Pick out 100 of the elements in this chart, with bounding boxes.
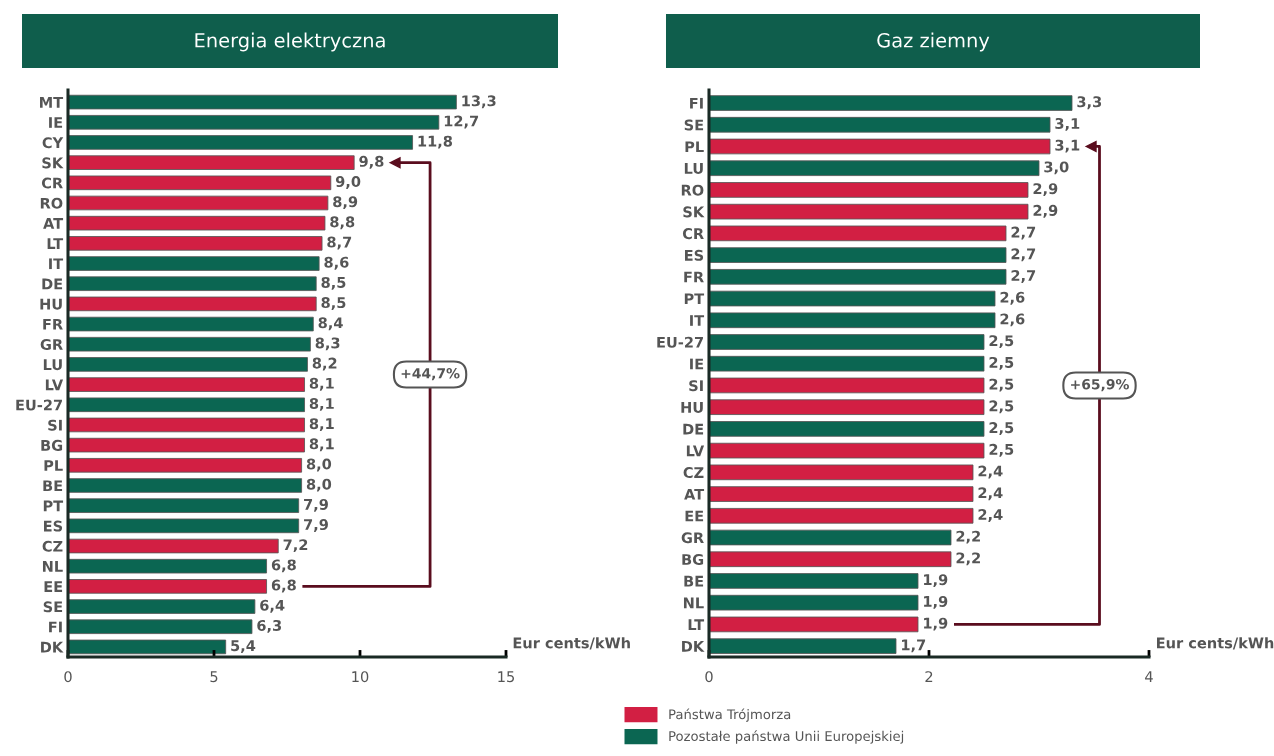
y-tick-label: EE [44, 581, 63, 592]
x-tick-label: 4 [1145, 671, 1153, 682]
bar [68, 397, 305, 413]
bar [709, 507, 974, 524]
x-axis-title: Eur cents/kWh [513, 637, 630, 650]
y-tick-label: FR [43, 318, 63, 330]
bar [709, 269, 1007, 285]
y-tick-label: LU [43, 359, 62, 371]
bar [68, 619, 253, 635]
y-tick-label: RO [681, 184, 704, 196]
bar [709, 160, 1040, 177]
data-label: 2,5 [989, 378, 1014, 392]
y-tick-label: PT [43, 500, 64, 512]
bar [709, 616, 919, 633]
data-label: 2,7 [1011, 226, 1036, 240]
bar [709, 442, 985, 459]
bar [68, 94, 457, 110]
data-label: 6,8 [271, 559, 296, 573]
bar [709, 116, 1051, 133]
y-tick-label: CZ [683, 467, 704, 479]
data-label: 8,2 [312, 357, 337, 371]
data-label: 6,3 [257, 619, 282, 633]
data-label: 8,1 [309, 438, 334, 452]
bar [68, 518, 300, 534]
bar [709, 334, 985, 350]
data-label: 8,3 [315, 337, 340, 351]
bar [709, 529, 952, 546]
y-tick-label: BE [684, 575, 704, 587]
bar [709, 95, 1073, 111]
bar [709, 486, 974, 502]
data-label: 7,2 [283, 539, 308, 553]
data-label: 2,5 [989, 422, 1014, 435]
data-label: 2,7 [1011, 248, 1036, 262]
bar [709, 573, 919, 589]
bar [68, 175, 332, 191]
bar [68, 195, 329, 211]
data-label: 8,5 [321, 276, 346, 290]
bar [68, 538, 279, 554]
data-label: 8,1 [309, 377, 334, 391]
data-label: 2,9 [1033, 204, 1058, 218]
data-label: 1,7 [902, 639, 926, 653]
chart-title: Gaz ziemny [877, 32, 990, 52]
bar [68, 639, 227, 655]
bar [68, 256, 320, 271]
y-tick-label: LV [45, 379, 64, 391]
data-label: 3,1 [1055, 117, 1080, 131]
bar [709, 377, 985, 394]
bar [709, 182, 1029, 198]
y-tick-label: NL [42, 561, 63, 572]
y-tick-label: LU [684, 163, 703, 174]
data-label: 2,4 [978, 508, 1003, 522]
data-label: 8,1 [309, 397, 334, 411]
bar [709, 247, 1007, 263]
data-label: 6,8 [271, 579, 296, 593]
data-label: 3,0 [1044, 161, 1069, 175]
y-tick-label: HU [681, 402, 703, 413]
bar [68, 296, 317, 312]
y-tick-label: EU-27 [16, 399, 62, 411]
y-tick-label: CR [41, 177, 63, 189]
x-tick-label: 0 [705, 671, 713, 683]
y-tick-label: HU [40, 298, 62, 310]
y-tick-label: PL [685, 141, 704, 153]
bar [709, 355, 985, 372]
bar [68, 236, 323, 251]
bar [68, 558, 267, 574]
data-label: 1,9 [924, 595, 948, 609]
bar [709, 290, 996, 307]
bar [709, 399, 985, 415]
y-tick-label: BE [43, 480, 63, 492]
data-label: 3,1 [1055, 139, 1080, 153]
data-label: 8,7 [327, 236, 352, 250]
data-label: 8,0 [306, 458, 332, 472]
y-tick-label: SE [684, 119, 704, 131]
data-label: 8,5 [321, 297, 346, 310]
y-tick-label: DE [42, 278, 63, 290]
bar [709, 225, 1007, 242]
y-tick-label: SE [43, 601, 63, 613]
y-tick-label: PT [684, 293, 705, 305]
y-tick-label: FI [690, 97, 703, 109]
y-tick-label: GR [681, 532, 704, 544]
y-tick-label: SK [42, 157, 64, 169]
y-tick-label: EE [685, 510, 704, 522]
bar [68, 377, 305, 392]
bar [68, 498, 300, 513]
y-tick-label: FI [49, 621, 62, 633]
x-tick-label: 0 [64, 671, 72, 683]
data-label: 8,1 [309, 418, 334, 432]
data-label: 2,5 [989, 400, 1014, 414]
x-tick-label: 2 [925, 671, 933, 682]
bar [709, 312, 996, 329]
bar [68, 579, 267, 594]
bar [709, 464, 974, 481]
y-tick-label: GR [40, 338, 63, 350]
x-tick-label: 15 [498, 671, 514, 683]
data-label: 8,9 [333, 196, 358, 210]
data-label: 7,9 [304, 498, 328, 512]
y-tick-label: ES [685, 249, 704, 261]
data-label: 2,6 [1000, 313, 1025, 327]
data-label: 11,8 [418, 135, 453, 149]
bar [709, 203, 1029, 220]
